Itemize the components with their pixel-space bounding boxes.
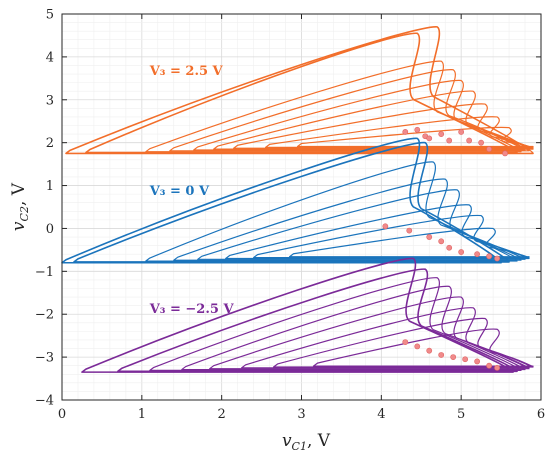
poincare-marker: [462, 356, 469, 363]
trajectory-loop: [197, 189, 526, 260]
x-axis-title: vC1, V: [282, 431, 331, 453]
trajectory-loop: [241, 307, 530, 369]
x-tick-label: 5: [457, 407, 465, 422]
series-label: V₃ = −2.5 V: [149, 302, 235, 317]
trajectory-loop: [181, 285, 526, 371]
x-tick-label: 0: [58, 407, 66, 422]
trajectory-loop: [296, 126, 534, 148]
poincare-marker: [486, 146, 493, 152]
x-tick-label: 4: [377, 407, 385, 422]
poincare-marker: [474, 251, 481, 258]
poincare-marker: [450, 354, 457, 361]
x-tick-label: 2: [218, 407, 226, 422]
poincare-marker: [426, 234, 433, 240]
y-axis-title: vC2, V: [9, 182, 31, 231]
poincare-marker: [446, 137, 453, 144]
x-tick-label: 3: [297, 407, 305, 422]
poincare-marker: [458, 129, 465, 135]
poincare-marker: [502, 150, 508, 157]
poincare-marker: [414, 343, 421, 350]
poincare-marker: [406, 227, 413, 234]
trajectory-loop: [225, 204, 530, 260]
x-tick-label: 6: [537, 407, 545, 422]
poincare-marker: [446, 244, 453, 251]
series-labels: V₃ = 2.5 V V₃ = 0 V V₃ = −2.5 V: [149, 64, 235, 317]
trajectory-loop: [149, 277, 522, 372]
poincare-marker: [474, 358, 481, 365]
y-tick-label: −1: [35, 265, 54, 280]
trajectory-loop: [145, 161, 518, 262]
poincare-marker: [494, 255, 500, 262]
series-label: V₃ = 0 V: [149, 184, 210, 199]
y-tick-label: −4: [35, 394, 54, 409]
poincare-marker: [426, 135, 433, 142]
trajectory-loop: [117, 268, 518, 373]
poincare-marker: [486, 253, 493, 260]
x-tick-label: 1: [138, 407, 146, 422]
poincare-marker: [402, 129, 409, 135]
poincare-marker: [402, 339, 409, 345]
poincare-marker: [458, 249, 465, 255]
poincare-marker: [486, 362, 493, 369]
axes: 0 1 2 3 4 5 6 −4 −3 −2 −1 0 1 2 3 4 5 vC2, V: [9, 8, 545, 423]
poincare-marker: [494, 364, 500, 371]
trajectory-loop: [61, 137, 502, 264]
trajectory-loop: [73, 141, 510, 263]
trajectory-loop: [81, 257, 514, 373]
y-tick-label: 5: [46, 8, 54, 23]
poincare-marker: [438, 352, 445, 358]
y-tick-label: 0: [46, 222, 54, 237]
y-tick-label: −2: [35, 308, 54, 323]
poincare-marker: [426, 347, 433, 354]
y-tick-label: 1: [46, 179, 54, 194]
trajectory-loop: [85, 32, 518, 154]
poincare-marker: [382, 223, 389, 230]
plot-markers: [382, 126, 508, 371]
poincare-marker: [438, 238, 445, 245]
plot-curves: [61, 26, 534, 373]
series-label: V₃ = 2.5 V: [149, 64, 224, 79]
poincare-marker: [438, 131, 445, 137]
trajectory-loop: [288, 227, 530, 258]
trajectory-loop: [65, 26, 534, 155]
y-tick-label: 3: [46, 93, 54, 108]
y-tick-label: −3: [35, 351, 54, 366]
y-tick-label: 4: [46, 50, 54, 65]
poincare-marker: [414, 126, 421, 133]
poincare-marker: [478, 139, 485, 146]
y-tick-label: 2: [46, 136, 54, 151]
poincare-marker: [466, 137, 473, 144]
trajectory-loop: [209, 296, 530, 370]
